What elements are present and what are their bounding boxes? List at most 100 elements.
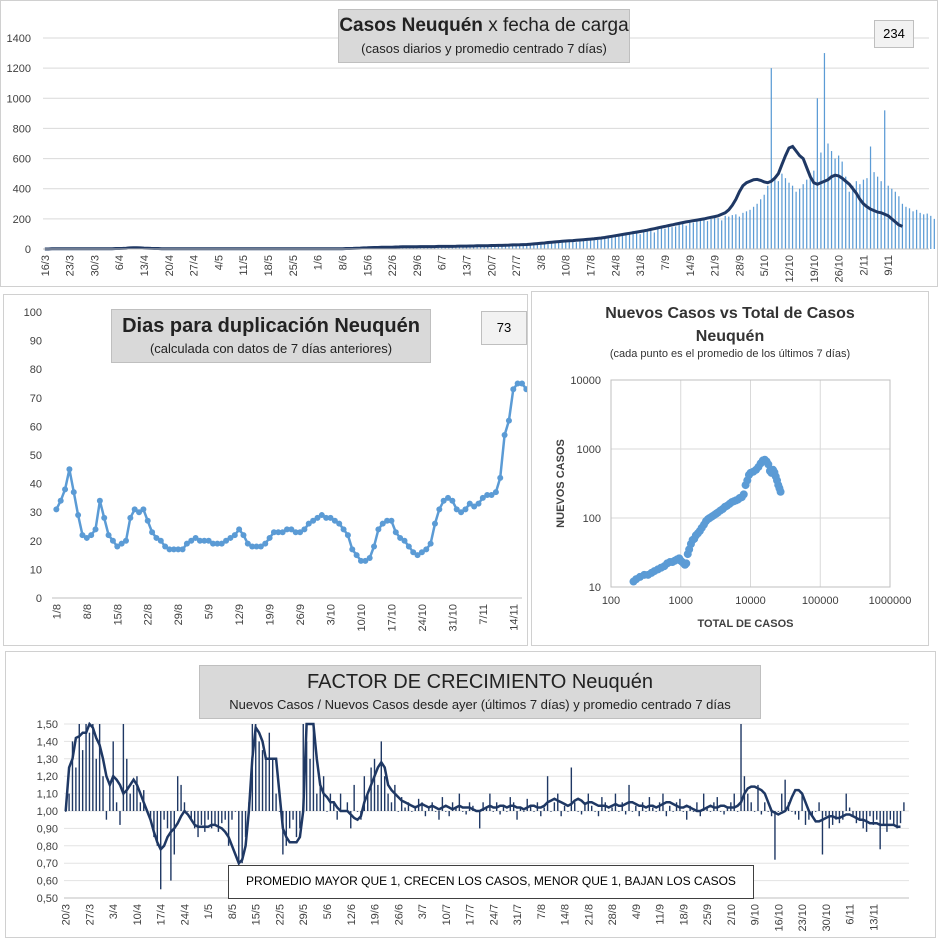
cases-daily-bar bbox=[699, 220, 702, 249]
cases-daily-bar bbox=[561, 240, 563, 249]
cases-daily-bar bbox=[696, 221, 698, 249]
cases-subtitle: (casos diarios y promedio centrado 7 día… bbox=[361, 41, 607, 56]
growth-daily-bar bbox=[180, 784, 182, 811]
growth-daily-bar bbox=[258, 741, 260, 811]
cases-daily-bar bbox=[933, 218, 935, 249]
growth-daily-bar bbox=[214, 811, 216, 825]
growth-daily-bar bbox=[404, 807, 406, 811]
growth-daily-bar bbox=[804, 811, 807, 825]
duplication-point bbox=[292, 529, 299, 536]
growth-xtick-label: 12/6 bbox=[346, 904, 358, 925]
cases-daily-bar bbox=[795, 191, 797, 249]
growth-daily-bar bbox=[757, 784, 759, 811]
cases-xtick-label: 1/6 bbox=[313, 255, 325, 270]
cases-daily-bar bbox=[614, 235, 616, 249]
cases-daily-bar bbox=[738, 216, 741, 249]
duplication-point bbox=[462, 506, 469, 513]
growth-daily-bar bbox=[299, 811, 301, 829]
growth-ytick-label: 1,20 bbox=[37, 771, 58, 783]
scatter-title: Nuevos Casos vs Total de Casos Neuquén bbox=[532, 302, 928, 348]
duplication-point bbox=[57, 497, 64, 504]
growth-daily-bar bbox=[560, 811, 562, 817]
duplication-point bbox=[288, 526, 295, 533]
cases-xtick-label: 15/6 bbox=[362, 255, 374, 276]
growth-daily-bar bbox=[380, 741, 382, 811]
growth-xtick-label: 11/9 bbox=[655, 904, 667, 925]
duplication-point bbox=[479, 494, 486, 501]
growth-daily-bar bbox=[893, 811, 895, 825]
growth-daily-bar bbox=[777, 811, 780, 812]
scatter-plot-frame bbox=[610, 379, 891, 588]
cases-daily-bar bbox=[628, 232, 631, 249]
cases-daily-bar bbox=[543, 242, 546, 249]
growth-daily-bar bbox=[387, 793, 389, 811]
duplication-point bbox=[75, 512, 82, 519]
cases-daily-bar bbox=[742, 212, 744, 249]
growth-daily-bar bbox=[774, 811, 776, 860]
growth-daily-bar bbox=[519, 807, 522, 811]
cases-daily-bar bbox=[660, 226, 663, 249]
cases-xtick-label: 4/5 bbox=[213, 255, 225, 270]
growth-xtick-label: 28/8 bbox=[607, 904, 619, 925]
duplication-xtick-label: 3/10 bbox=[326, 604, 338, 625]
growth-daily-bar bbox=[699, 811, 701, 817]
duplication-xtick-label: 31/10 bbox=[447, 604, 459, 632]
duplication-point bbox=[357, 557, 364, 564]
growth-daily-bar bbox=[336, 811, 338, 820]
growth-daily-bar bbox=[574, 802, 576, 811]
duplication-ytick-label: 30 bbox=[30, 507, 42, 519]
cases-xtick-label: 7/9 bbox=[660, 255, 672, 270]
growth-daily-bar bbox=[818, 802, 820, 811]
cases-daily-bar bbox=[749, 209, 751, 249]
cases-daily-bar bbox=[731, 215, 733, 249]
cases-daily-bar bbox=[483, 245, 485, 249]
duplication-ytick-label: 20 bbox=[30, 536, 42, 548]
cases-daily-bar bbox=[657, 227, 659, 249]
duplication-point bbox=[366, 554, 373, 561]
duplication-point bbox=[353, 552, 360, 559]
growth-title-box: FACTOR DE CRECIMIENTO Neuquén Nuevos Cas… bbox=[199, 665, 761, 719]
growth-daily-bar bbox=[876, 811, 878, 820]
growth-daily-bar bbox=[153, 811, 155, 838]
growth-ytick-label: 0,50 bbox=[37, 893, 58, 905]
growth-xtick-label: 22/5 bbox=[274, 904, 286, 925]
growth-daily-bar bbox=[665, 811, 668, 817]
cases-daily-bar bbox=[859, 184, 861, 249]
growth-daily-bar bbox=[204, 811, 206, 832]
duplication-point bbox=[427, 540, 434, 547]
cases-xtick-label: 2/11 bbox=[858, 255, 870, 276]
cases-daily-bar bbox=[752, 206, 755, 249]
cases-daily-bar bbox=[685, 225, 687, 249]
growth-daily-bar bbox=[614, 793, 617, 811]
cases-daily-bar bbox=[777, 181, 780, 249]
duplication-point bbox=[127, 514, 134, 521]
duplication-point bbox=[140, 506, 147, 513]
growth-daily-bar bbox=[794, 811, 797, 815]
growth-daily-bar bbox=[115, 802, 118, 811]
duplication-point bbox=[257, 543, 264, 550]
growth-daily-bar bbox=[156, 811, 159, 846]
cases-daily-bar bbox=[519, 244, 521, 249]
cases-daily-bar bbox=[813, 170, 815, 249]
cases-daily-bar bbox=[635, 233, 638, 249]
cases-daily-bar bbox=[480, 246, 482, 249]
growth-daily-bar bbox=[68, 793, 70, 811]
growth-xtick-label: 3/7 bbox=[417, 904, 429, 919]
growth-daily-bar bbox=[869, 811, 871, 817]
duplication-point bbox=[227, 534, 234, 541]
growth-daily-bar bbox=[346, 802, 349, 811]
growth-daily-bar bbox=[509, 797, 511, 811]
cases-daily-bar bbox=[745, 211, 748, 249]
duplication-point bbox=[144, 517, 151, 524]
scatter-ytick-label: 1000 bbox=[577, 444, 601, 456]
growth-daily-bar bbox=[244, 811, 247, 838]
growth-daily-bar bbox=[550, 811, 552, 812]
cases-xtick-label: 14/9 bbox=[685, 255, 697, 276]
scatter-ytick-label: 10000 bbox=[570, 375, 601, 387]
cases-xtick-label: 31/8 bbox=[635, 255, 647, 276]
growth-daily-bar bbox=[618, 811, 620, 812]
cases-daily-bar bbox=[816, 98, 818, 250]
growth-daily-bar bbox=[821, 811, 824, 855]
cases-daily-bar bbox=[841, 161, 843, 249]
duplication-point bbox=[388, 517, 395, 524]
